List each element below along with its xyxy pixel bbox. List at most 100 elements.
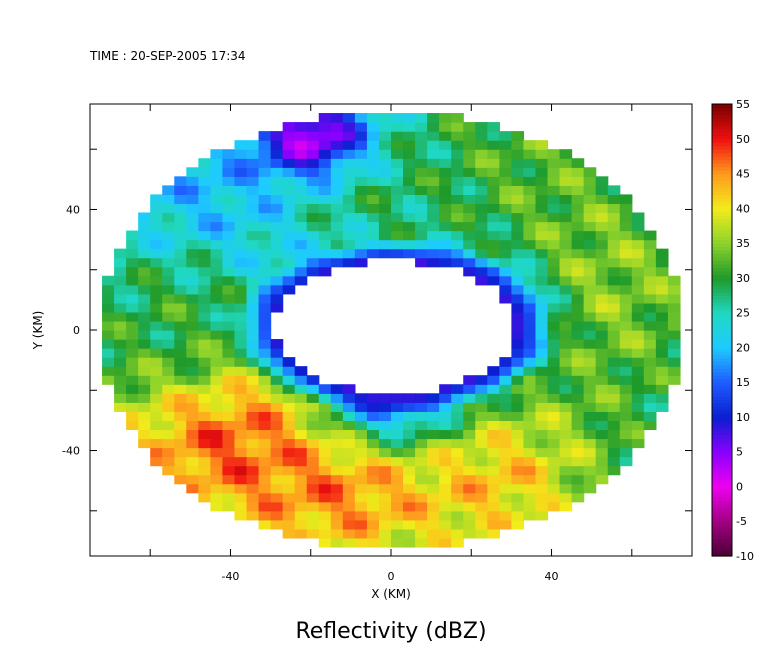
field-cell <box>366 402 380 412</box>
field-cell <box>391 230 404 241</box>
field-cell <box>234 266 248 277</box>
field-cell <box>403 483 416 494</box>
field-cell <box>234 212 248 223</box>
field-cell <box>186 293 199 304</box>
field-cell <box>463 420 476 431</box>
field-cell <box>150 375 163 385</box>
field-cell <box>162 293 175 304</box>
field-cell <box>210 339 224 349</box>
field-cell <box>547 339 561 349</box>
field-cell <box>463 122 476 132</box>
field-cell <box>547 266 561 277</box>
colorbar-tick-label: 50 <box>736 133 750 146</box>
field-cell <box>366 122 380 132</box>
colorbar-cell <box>712 309 732 314</box>
field-cell <box>523 357 537 367</box>
colorbar-cell <box>712 159 732 164</box>
field-cell <box>487 519 500 530</box>
field-cell <box>547 420 561 431</box>
field-cell <box>607 203 621 214</box>
field-cell <box>198 230 211 241</box>
field-cell <box>535 339 549 349</box>
field-cell <box>246 510 260 521</box>
field-cell <box>246 230 260 241</box>
field-cell <box>595 456 609 467</box>
field-cell <box>475 519 488 530</box>
colorbar-tick-label: 10 <box>736 411 750 424</box>
field-cell <box>354 176 368 186</box>
field-cell <box>439 230 452 241</box>
field-cell <box>427 167 440 177</box>
field-cell <box>391 474 404 485</box>
field-cell <box>547 194 561 205</box>
colorbar-cell <box>712 455 732 460</box>
field-cell <box>114 366 127 376</box>
field-cell <box>583 176 597 186</box>
field-cell <box>174 447 187 458</box>
field-cell <box>607 311 621 322</box>
field-cell <box>595 438 609 449</box>
field-cell <box>198 302 211 313</box>
field-cell <box>619 275 633 286</box>
field-cell <box>258 447 272 458</box>
field-cell <box>186 230 199 241</box>
field-cell <box>607 194 621 205</box>
field-cell <box>427 140 440 150</box>
field-cell <box>150 429 163 440</box>
field-cell <box>246 257 260 268</box>
field-cell <box>210 402 224 412</box>
field-cell <box>330 113 344 123</box>
field-cell <box>607 221 621 232</box>
field-cell <box>415 420 428 431</box>
colorbar-cell <box>712 246 732 251</box>
colorbar-cell <box>712 291 732 296</box>
field-cell <box>607 330 621 340</box>
field-cell <box>270 167 284 177</box>
field-cell <box>198 384 211 394</box>
field-cell <box>523 311 537 322</box>
colorbar-cell <box>712 340 732 345</box>
field-cell <box>306 266 320 277</box>
field-cell <box>475 203 488 214</box>
field-cell <box>174 239 187 250</box>
field-cell <box>222 483 236 494</box>
field-cell <box>198 311 211 322</box>
field-cell <box>523 474 537 485</box>
field-cell <box>318 203 332 214</box>
field-cell <box>631 393 645 403</box>
field-cell <box>102 302 115 313</box>
field-cell <box>487 492 500 503</box>
field-cell <box>198 203 211 214</box>
field-cell <box>463 248 476 259</box>
field-cell <box>354 212 368 223</box>
field-cell <box>162 239 175 250</box>
field-cell <box>631 293 645 304</box>
field-cell <box>318 537 332 548</box>
field-cell <box>114 330 127 340</box>
field-cell <box>559 185 573 195</box>
field-cell <box>643 257 657 268</box>
field-cell <box>451 438 464 449</box>
field-cell <box>415 528 428 539</box>
field-cell <box>499 375 512 385</box>
field-cell <box>415 492 428 503</box>
field-cell <box>499 293 512 304</box>
field-cell <box>427 176 440 186</box>
field-cell <box>282 357 296 367</box>
field-cell <box>258 230 272 241</box>
field-cell <box>403 167 416 177</box>
field-cell <box>523 320 537 331</box>
field-cell <box>475 375 488 385</box>
field-cell <box>499 158 512 168</box>
field-cell <box>294 167 308 177</box>
field-cell <box>258 221 272 232</box>
field-cell <box>439 393 452 403</box>
field-cell <box>150 239 163 250</box>
field-cell <box>102 311 115 322</box>
field-cell <box>114 311 127 322</box>
field-cell <box>318 510 332 521</box>
field-cell <box>126 384 139 394</box>
field-cell <box>655 293 669 304</box>
field-cell <box>451 194 464 205</box>
